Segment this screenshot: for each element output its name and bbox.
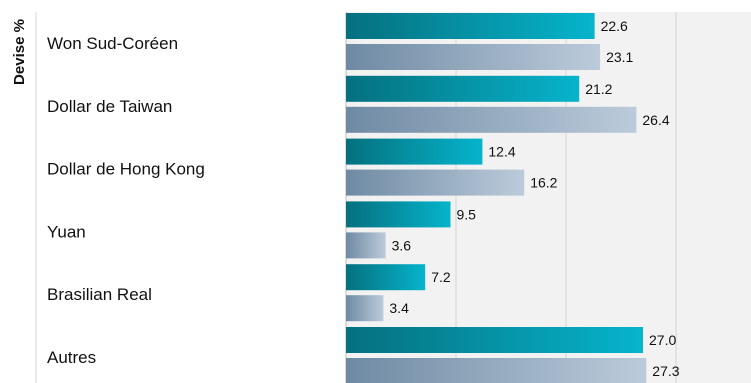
data-label: 12.4	[488, 144, 515, 160]
data-label: 27.0	[649, 332, 676, 348]
data-label: 3.6	[392, 237, 412, 253]
category-label: Brasilian Real	[47, 285, 152, 304]
data-label: 26.4	[642, 112, 669, 128]
bar-series-2	[346, 358, 647, 383]
data-label: 27.3	[652, 363, 679, 379]
plot-background	[346, 12, 751, 383]
y-axis-title: Devise %	[11, 19, 28, 85]
data-label: 3.4	[389, 300, 409, 316]
data-label: 23.1	[606, 49, 633, 65]
plot-area: Won Sud-Coréen 22.6 23.1 Dollar de Taiwan 21…	[47, 12, 751, 383]
bar-series-1	[346, 13, 595, 39]
bar-series-2	[346, 106, 637, 133]
data-label: 7.2	[431, 269, 451, 285]
data-label: 9.5	[457, 206, 477, 222]
bar-series-1	[346, 327, 643, 353]
data-label: 16.2	[530, 175, 557, 191]
bar-series-2	[346, 169, 525, 196]
bar-series-2	[346, 232, 386, 259]
category-label: Autres	[47, 348, 96, 367]
bar-series-1	[346, 264, 426, 291]
bar-series-1	[346, 138, 483, 165]
data-label: 22.6	[601, 18, 628, 34]
bar-series-2	[346, 44, 601, 70]
category-label: Won Sud-Coréen	[47, 34, 178, 53]
bar-series-2	[346, 295, 384, 322]
category-label: Dollar de Hong Kong	[47, 160, 205, 179]
category-label: Yuan	[47, 222, 86, 241]
bar-series-1	[346, 75, 580, 102]
data-label: 21.2	[585, 81, 612, 97]
bar-series-1	[346, 201, 451, 228]
category-label: Dollar de Taiwan	[47, 97, 172, 116]
